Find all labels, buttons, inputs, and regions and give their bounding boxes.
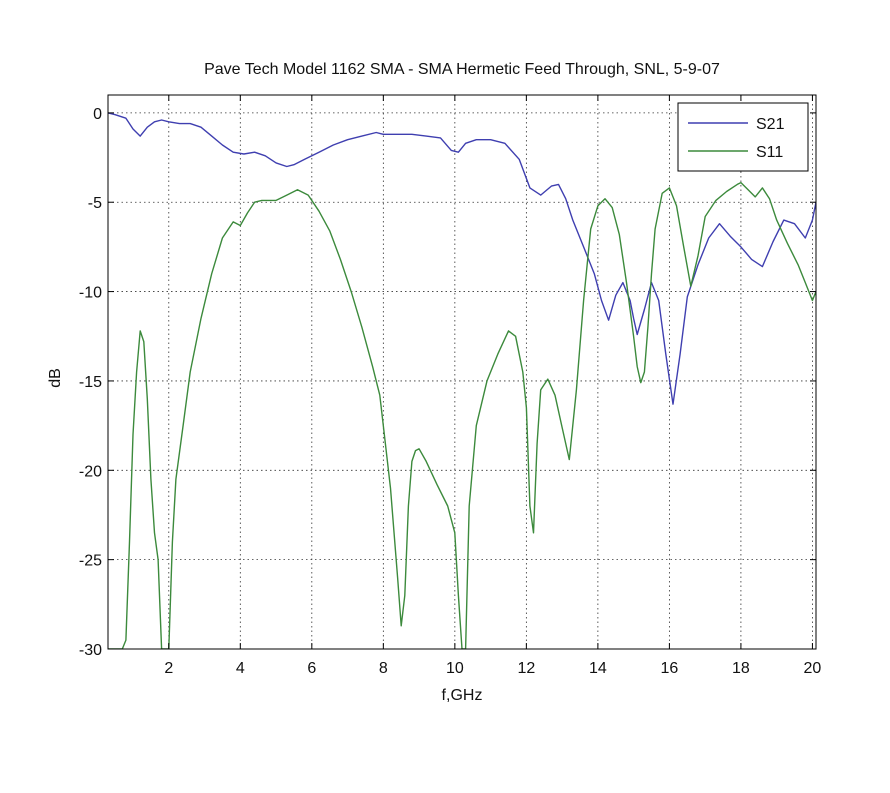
- y-tick-label-0: 0: [93, 106, 102, 123]
- x-tick-label-14: 14: [589, 660, 607, 677]
- plot-frame: [107, 94, 817, 650]
- y-tick-label--10: -10: [79, 285, 102, 302]
- x-tick-label-10: 10: [446, 660, 464, 677]
- ticks: 2 4 6 8 10 12 14 16 18 20 0 -5 -10 -15 -20 -25 -30: [79, 95, 822, 677]
- series-line-s21: [108, 112, 816, 405]
- y-tick-label--5: -5: [88, 195, 102, 212]
- legend-box: [677, 102, 809, 172]
- x-tick-label-20: 20: [804, 660, 822, 677]
- legend-label-s11: S11: [756, 144, 783, 161]
- x-tick-label-2: 2: [164, 660, 173, 677]
- y-tick-label--20: -20: [79, 463, 102, 480]
- y-tick-label--25: -25: [79, 553, 102, 570]
- y-axis-label: dB: [47, 368, 64, 388]
- grid: [108, 95, 816, 649]
- x-tick-label-12: 12: [517, 660, 535, 677]
- x-axis-label: f,GHz: [442, 687, 483, 704]
- x-tick-label-16: 16: [660, 660, 678, 677]
- y-tick-label--30: -30: [79, 642, 102, 659]
- x-tick-label-6: 6: [307, 660, 316, 677]
- series-line-s11: [108, 181, 816, 649]
- chart-title: Pave Tech Model 1162 SMA - SMA Hermetic …: [204, 61, 720, 78]
- x-tick-label-4: 4: [236, 660, 245, 677]
- legend: S21 S11: [677, 102, 809, 172]
- x-tick-label-8: 8: [379, 660, 388, 677]
- x-tick-label-18: 18: [732, 660, 750, 677]
- series-layer: [108, 112, 816, 649]
- legend-label-s21: S21: [756, 116, 785, 133]
- y-tick-label--15: -15: [79, 374, 102, 391]
